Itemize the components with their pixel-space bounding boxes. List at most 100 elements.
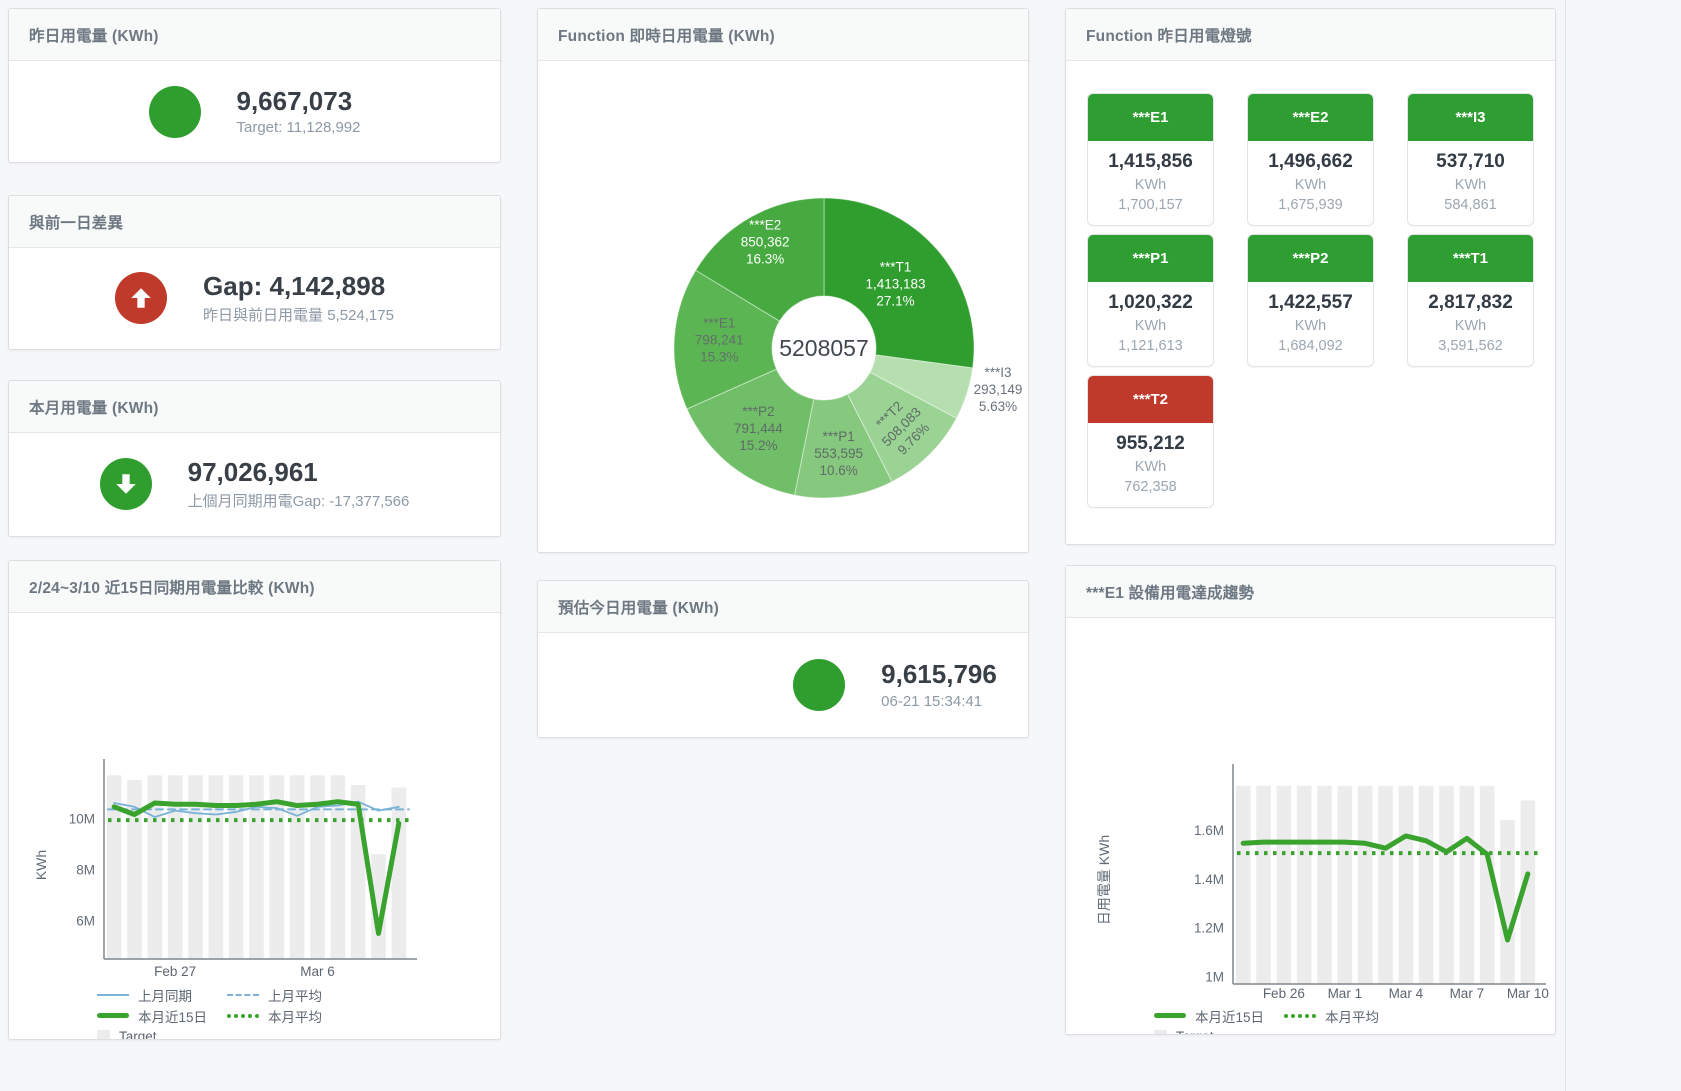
device-tile-status-header: ***E1 bbox=[1088, 94, 1213, 141]
panel-title: Function 即時日用電量 (KWh) bbox=[558, 27, 775, 45]
e1-trend-chart-legend: 本月近15日 本月平均 Target bbox=[1066, 1005, 1555, 1034]
device-usage-target: 3,591,562 bbox=[1438, 338, 1503, 354]
yesterday-usage-target: Target: 11,128,992 bbox=[236, 119, 361, 137]
device-tile-status-header: ***E2 bbox=[1248, 94, 1373, 141]
estimate-timestamp: 06-21 15:34:41 bbox=[881, 692, 983, 710]
red-status-circle-icon bbox=[115, 272, 168, 325]
up-arrow-icon bbox=[131, 288, 151, 309]
card-body: Gap: 4,142,898 昨日與前日用電量 5,524,175 bbox=[9, 248, 500, 349]
y-tick-label: 1.2M bbox=[1194, 921, 1224, 936]
e1-trend-chart: 1.6M 1.4M 1.2M 1M Feb 26 Mar 1 Mar 4 Mar 7 Mar 1… bbox=[1096, 764, 1549, 1001]
target-bar bbox=[1500, 820, 1515, 984]
donut-slice-E1[interactable] bbox=[673, 269, 781, 410]
panel-title: Function 昨日用電燈號 bbox=[1086, 27, 1252, 45]
device-tile-T2[interactable]: ***T2 955,212 KWh 762,358 bbox=[1087, 375, 1214, 508]
comparison-chart: 10M 8M 6M Feb 27 Mar 6 KWh bbox=[33, 759, 417, 979]
donut-slice-I3[interactable] bbox=[869, 354, 974, 419]
legend-item-上月平均[interactable]: 上月平均 bbox=[227, 985, 357, 1005]
device-tile-I3[interactable]: ***I3 537,710 KWh 584,861 bbox=[1407, 93, 1534, 226]
device-usage-target: 584,861 bbox=[1444, 197, 1497, 213]
panel-15day-comparison: 2/24~3/10 近15日同期用電量比較 (KWh) 10M 8M 6M Feb 2… bbox=[8, 560, 501, 1040]
target-bar bbox=[1276, 785, 1292, 984]
device-tile-P1[interactable]: ***P1 1,020,322 KWh 1,121,613 bbox=[1087, 234, 1214, 367]
legend-item-Target[interactable]: Target bbox=[1154, 1029, 1284, 1034]
realtime-usage-donut-chart: ***T1 1,413,183 27.1%***I3 293,149 5.63%***T… bbox=[673, 197, 1023, 499]
device-tile-P2[interactable]: ***P2 1,422,557 KWh 1,684,092 bbox=[1247, 234, 1374, 367]
panel-title: 預估今日用電量 (KWh) bbox=[558, 599, 720, 617]
donut-slice-P2[interactable] bbox=[686, 368, 815, 496]
legend-item-Target[interactable]: Target bbox=[97, 1029, 227, 1040]
panel-realtime-donut: Function 即時日用電量 (KWh) ***T1 1,413,183 27.1… bbox=[537, 8, 1029, 553]
y-tick-label: 1M bbox=[1205, 970, 1224, 985]
device-tile-body: 1,020,322 KWh 1,121,613 bbox=[1088, 282, 1213, 366]
device-usage-unit: KWh bbox=[1134, 459, 1167, 475]
panel-title: 本月用電量 (KWh) bbox=[29, 399, 159, 417]
panel-header: Function 昨日用電燈號 bbox=[1066, 9, 1555, 61]
y-tick-label: 1.6M bbox=[1194, 823, 1224, 838]
legend-item-本月平均[interactable]: 本月平均 bbox=[1284, 1006, 1414, 1026]
estimate-today-value: 9,615,796 bbox=[881, 659, 997, 690]
legend-item-本月近15日[interactable]: 本月近15日 bbox=[1154, 1006, 1284, 1026]
legend-label: Target bbox=[119, 1029, 157, 1040]
legend-label: 本月近15日 bbox=[1195, 1009, 1265, 1025]
panel-diff-prev-day: 與前一日差異 Gap: 4,142,898 昨日與前日用電量 5,524,175 bbox=[8, 195, 501, 350]
device-usage-value: 1,422,557 bbox=[1268, 292, 1353, 313]
target-bar bbox=[1439, 785, 1454, 984]
x-tick-label: Mar 1 bbox=[1328, 986, 1363, 1000]
green-status-circle-icon bbox=[148, 85, 201, 138]
viewport-right-divider bbox=[1565, 0, 1566, 1091]
x-tick-label: Mar 10 bbox=[1507, 986, 1549, 1000]
device-usage-value: 1,020,322 bbox=[1108, 292, 1193, 313]
device-usage-unit: KWh bbox=[1134, 177, 1167, 193]
device-tile-E1[interactable]: ***E1 1,415,856 KWh 1,700,157 bbox=[1087, 93, 1214, 226]
donut-slice-T1[interactable] bbox=[823, 197, 975, 369]
panel-title: ***E1 設備用電達成趨勢 bbox=[1086, 584, 1255, 602]
yesterday-usage-value: 9,667,073 bbox=[236, 85, 353, 116]
device-tiles-grid: ***E1 1,415,856 KWh 1,700,157 ***E2 1,496,662… bbox=[1066, 61, 1555, 508]
panel-header: ***E1 設備用電達成趨勢 bbox=[1066, 566, 1555, 618]
device-usage-unit: KWh bbox=[1454, 177, 1487, 193]
legend-marker-green-dotted-icon bbox=[1284, 1013, 1316, 1018]
target-bar bbox=[310, 775, 325, 959]
target-bar bbox=[1520, 800, 1536, 984]
legend-marker-green-thick-icon bbox=[97, 1013, 129, 1018]
device-tile-body: 537,710 KWh 584,861 bbox=[1408, 141, 1533, 225]
device-tile-T1[interactable]: ***T1 2,817,832 KWh 3,591,562 bbox=[1407, 234, 1534, 367]
donut-slice-P1[interactable] bbox=[793, 393, 893, 499]
target-bar bbox=[1296, 785, 1312, 984]
device-usage-target: 1,675,939 bbox=[1278, 197, 1343, 213]
donut-slice-T2[interactable] bbox=[846, 371, 958, 483]
device-usage-target: 1,684,092 bbox=[1278, 338, 1343, 354]
device-tile-body: 1,496,662 KWh 1,675,939 bbox=[1248, 141, 1373, 225]
device-tile-body: 1,422,557 KWh 1,684,092 bbox=[1248, 282, 1373, 366]
donut-slice-label: ***I3 293,149 5.63% bbox=[974, 365, 1023, 414]
panel-month-usage: 本月用電量 (KWh) 97,026,961 上個月同期用電Gap: -17,3… bbox=[8, 380, 501, 537]
legend-row: Target bbox=[97, 1026, 500, 1040]
y-tick-label: 1.4M bbox=[1194, 872, 1224, 887]
legend-item-上月同期[interactable]: 上月同期 bbox=[97, 985, 227, 1005]
donut-slice-E2[interactable] bbox=[695, 197, 825, 322]
target-bar bbox=[1479, 785, 1495, 984]
device-usage-target: 762,358 bbox=[1124, 479, 1177, 495]
panel-estimate-today: 預估今日用電量 (KWh) 9,615,796 06-21 15:34:41 bbox=[537, 580, 1029, 738]
device-usage-value: 955,212 bbox=[1116, 433, 1185, 454]
device-tile-status-header: ***I3 bbox=[1408, 94, 1533, 141]
legend-marker-gray-square-icon bbox=[1154, 1030, 1167, 1034]
panel-header: Function 即時日用電量 (KWh) bbox=[538, 9, 1028, 61]
legend-marker-blue-dashed-icon bbox=[227, 993, 259, 996]
comparison-chart-legend: 上月同期 上月平均 本月近15日 本月平均 Target bbox=[9, 984, 500, 1040]
device-tile-E2[interactable]: ***E2 1,496,662 KWh 1,675,939 bbox=[1247, 93, 1374, 226]
legend-marker-gray-square-icon bbox=[97, 1030, 110, 1039]
target-bar bbox=[1337, 785, 1353, 984]
card-body: 9,615,796 06-21 15:34:41 bbox=[538, 633, 1028, 737]
target-bar bbox=[371, 854, 386, 959]
legend-item-本月近15日[interactable]: 本月近15日 bbox=[97, 1006, 227, 1026]
series-line-本月近15日 bbox=[111, 799, 402, 936]
legend-row: 上月同期 上月平均 bbox=[97, 984, 500, 1005]
month-usage-gap: 上個月同期用電Gap: -17,377,566 bbox=[187, 493, 410, 511]
panel-header: 預估今日用電量 (KWh) bbox=[538, 581, 1028, 633]
green-status-circle-icon bbox=[99, 458, 152, 511]
legend-item-本月平均[interactable]: 本月平均 bbox=[227, 1006, 357, 1026]
